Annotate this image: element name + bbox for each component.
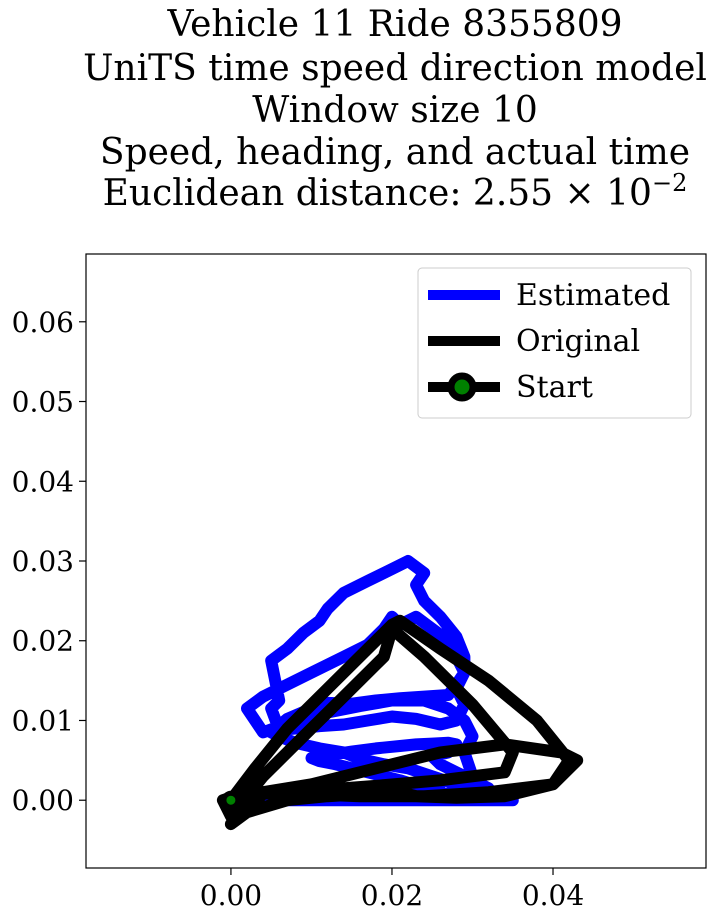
legend-estimated-label: Estimated [516, 278, 670, 313]
legend: Estimated Original Start [417, 267, 692, 419]
y-tick-label: 0.02 [12, 625, 74, 658]
series-line-original [216, 614, 584, 831]
x-tick-label: 0.04 [522, 879, 584, 912]
start-point-marker [221, 790, 241, 810]
y-tick-label: 0.01 [12, 704, 74, 737]
chart-title: Vehicle 11 Ride 8355809 UniTS time speed… [83, 4, 707, 214]
distance-exponent: −2 [652, 169, 687, 197]
series-layer [216, 555, 584, 831]
legend-box [417, 267, 692, 419]
x-tick-label: 0.00 [200, 879, 262, 912]
x-axis: 0.00 0.02 0.04 [200, 868, 584, 912]
legend-start-marker [447, 372, 477, 402]
legend-start-label: Start [516, 370, 593, 405]
y-tick-label: 0.06 [12, 306, 74, 339]
y-axis: 0.00 0.01 0.02 0.03 0.04 0.05 0.06 [12, 306, 86, 817]
title-line-4: Speed, heading, and actual time [100, 132, 690, 173]
title-line-5: Euclidean distance: 2.55 × 10−2 [103, 169, 688, 214]
title-line-2: UniTS time speed direction model [83, 48, 707, 89]
title-line-3: Window size 10 [252, 90, 538, 131]
x-tick-label: 0.02 [361, 879, 423, 912]
y-tick-label: 0.00 [12, 784, 74, 817]
plot-area [216, 555, 584, 831]
y-tick-label: 0.04 [12, 465, 74, 498]
legend-original-label: Original [516, 324, 640, 359]
title-line-1: Vehicle 11 Ride 8355809 [166, 4, 622, 45]
distance-text: Euclidean distance: 2.55 × 10 [103, 173, 652, 214]
y-tick-label: 0.03 [12, 545, 74, 578]
y-tick-label: 0.05 [12, 386, 74, 419]
